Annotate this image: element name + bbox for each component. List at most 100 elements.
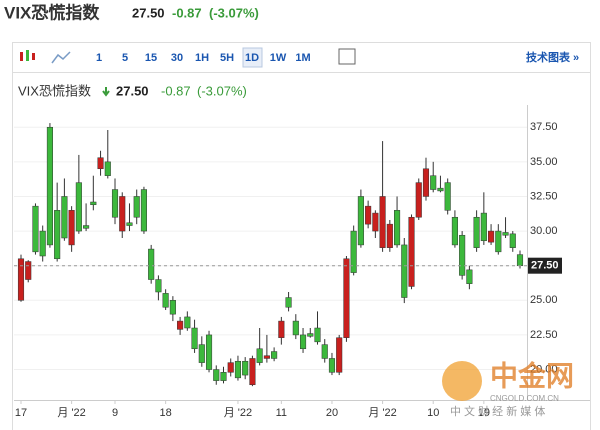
candle-body [184, 316, 191, 329]
candle-body [133, 196, 140, 218]
candle-body [516, 254, 524, 266]
interval-button[interactable]: 5 [122, 52, 128, 64]
candle-body [104, 161, 111, 176]
candle-body [61, 196, 68, 239]
candle-body [488, 230, 495, 243]
candle-body [444, 182, 451, 211]
candle-body [480, 212, 487, 242]
y-tick-label: 22.50 [530, 329, 558, 341]
candle-body [25, 261, 32, 280]
candle-body [271, 351, 278, 359]
watermark-name: 中金网 [490, 359, 574, 391]
x-tick-label: 18 [160, 407, 172, 419]
interval-button[interactable]: 1 [96, 52, 102, 64]
chart-frame [12, 42, 591, 430]
candle-body [54, 210, 61, 260]
candle-body [299, 334, 307, 350]
candle-body [263, 355, 270, 359]
interval-button[interactable]: 1D [245, 52, 259, 64]
candle-body [126, 222, 133, 226]
candle-body [198, 344, 205, 363]
change: -0.87 [172, 5, 202, 20]
x-tick-label: 月 '22 [224, 407, 252, 419]
change-pct: (-3.07%) [209, 5, 259, 20]
candle-body [415, 182, 422, 218]
candle-body [111, 189, 119, 218]
candle-body [46, 126, 53, 246]
candle-body [169, 300, 176, 315]
price: 27.50 [132, 5, 165, 20]
candle-body [75, 182, 82, 232]
candle-body [227, 362, 234, 373]
candle-body [292, 320, 299, 336]
tech-chart-link[interactable]: 技术图表 » [526, 50, 579, 64]
inner-price: 27.50 [116, 83, 149, 98]
candle-body [220, 372, 227, 381]
candle-body [314, 327, 321, 343]
y-tick-label: 35.00 [530, 156, 558, 168]
x-tick-label: 月 '22 [57, 407, 85, 419]
candle-body [357, 196, 364, 246]
candle-body [119, 196, 126, 232]
candle-icon[interactable] [20, 50, 35, 61]
candle-body [321, 344, 328, 359]
candle-body [459, 234, 466, 276]
candle-body [466, 269, 473, 284]
x-tick-label: 9 [112, 407, 118, 419]
y-tick-label: 32.50 [530, 190, 558, 202]
x-tick-label: 11 [276, 407, 287, 419]
interval-button[interactable]: 1W [270, 52, 287, 64]
candle-body [234, 360, 242, 379]
candle-body [155, 279, 162, 293]
candle-body [162, 293, 169, 308]
x-tick-label: 月 '22 [368, 407, 396, 419]
candle-body [502, 232, 509, 236]
y-tick-label: 30.00 [530, 225, 558, 237]
candle-body [307, 333, 314, 337]
candle-body [394, 210, 401, 246]
interval-button[interactable]: 30 [171, 52, 183, 64]
candle-body [372, 212, 379, 232]
candle-body [90, 201, 97, 206]
candle-body [17, 258, 25, 301]
candle-body [328, 358, 336, 373]
title: VIX恐慌指数 [4, 2, 100, 22]
candle-body [242, 360, 249, 376]
candle-body [213, 369, 220, 381]
candle-body [437, 187, 444, 192]
candle-body [379, 196, 386, 248]
plot: 20.00 22.50 25.00 27.50 30.00 32.50 35.00 37.50… [14, 105, 590, 419]
inner-change-pct: (-3.07%) [197, 83, 247, 98]
candle-body [205, 334, 213, 370]
watermark-slogan: 中 文 财 经 新 媒 体 [450, 404, 545, 418]
candle-body [509, 233, 516, 248]
interval-button[interactable]: 1M [295, 52, 310, 64]
candle-body [177, 320, 184, 330]
line-icon[interactable] [51, 51, 71, 64]
candle-body [473, 216, 480, 248]
x-tick-label: 20 [326, 407, 338, 419]
interval-button[interactable]: 1H [195, 52, 209, 64]
inner-title: VIX恐慌指数 [18, 83, 91, 98]
watermark-logo [442, 361, 482, 401]
candle-body [401, 244, 408, 298]
candle-body [148, 248, 155, 280]
candle-body [83, 225, 90, 229]
candle-body [140, 189, 147, 232]
candle-body [365, 205, 372, 225]
last-price-box [528, 257, 562, 274]
x-tick-label: 19 [478, 407, 490, 419]
candle-body [343, 258, 350, 338]
interval-button[interactable]: 15 [145, 52, 157, 64]
settings-icon[interactable] [338, 48, 356, 65]
candle-body [32, 205, 39, 253]
x-tick-label: 10 [427, 407, 439, 419]
candle-body [422, 168, 430, 197]
candle-body [350, 230, 357, 273]
interval-button[interactable]: 5H [220, 52, 234, 64]
inner-change: -0.87 [161, 83, 191, 98]
candle-body [386, 223, 393, 248]
candle-body [430, 175, 437, 190]
